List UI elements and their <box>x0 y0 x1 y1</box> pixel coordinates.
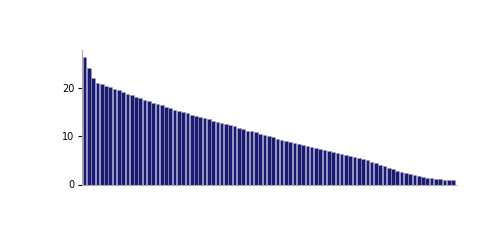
Bar <box>361 160 365 184</box>
Bar <box>190 115 193 184</box>
Bar <box>297 144 300 184</box>
Bar <box>293 143 296 184</box>
Bar <box>250 131 253 184</box>
Bar <box>211 121 215 184</box>
Bar <box>357 158 360 184</box>
Bar <box>383 166 386 184</box>
Bar <box>348 155 352 184</box>
Bar <box>224 124 228 184</box>
Bar <box>113 89 117 184</box>
Bar <box>391 169 395 184</box>
Bar <box>121 92 125 184</box>
Bar <box>151 103 155 184</box>
Bar <box>340 154 344 184</box>
Bar <box>434 179 438 184</box>
Bar <box>233 126 236 184</box>
Bar <box>91 79 95 184</box>
Bar <box>331 152 335 184</box>
Bar <box>276 139 279 184</box>
Bar <box>318 149 322 184</box>
Bar <box>194 116 198 184</box>
Bar <box>134 97 138 184</box>
Bar <box>143 100 146 184</box>
Bar <box>254 133 258 184</box>
Bar <box>173 110 176 184</box>
Bar <box>207 119 211 184</box>
Bar <box>87 68 91 184</box>
Bar <box>220 123 224 184</box>
Bar <box>400 172 403 184</box>
Bar <box>100 84 104 184</box>
Bar <box>327 151 331 184</box>
Bar <box>378 165 382 184</box>
Bar <box>365 160 369 184</box>
Bar <box>344 155 348 184</box>
Bar <box>160 106 164 184</box>
Bar <box>117 90 120 184</box>
Bar <box>83 57 86 184</box>
Bar <box>306 146 309 184</box>
Bar <box>168 108 172 184</box>
Bar <box>310 147 313 184</box>
Bar <box>126 94 129 184</box>
Bar <box>374 163 378 184</box>
Bar <box>241 129 245 184</box>
Bar <box>156 104 159 184</box>
Bar <box>147 101 151 184</box>
Bar <box>447 180 451 184</box>
Bar <box>138 98 142 184</box>
Bar <box>258 134 262 184</box>
Bar <box>336 153 339 184</box>
Bar <box>164 107 168 184</box>
Bar <box>228 125 232 184</box>
Bar <box>203 118 206 184</box>
Bar <box>181 112 185 184</box>
Bar <box>396 171 399 184</box>
Bar <box>438 179 442 184</box>
Bar <box>413 175 416 184</box>
Bar <box>314 148 318 184</box>
Bar <box>421 177 425 184</box>
Bar <box>451 180 455 184</box>
Bar <box>271 137 275 184</box>
Bar <box>263 135 266 184</box>
Bar <box>216 122 219 184</box>
Bar <box>237 128 240 184</box>
Bar <box>353 157 356 184</box>
Bar <box>177 111 180 184</box>
Bar <box>301 145 305 184</box>
Bar <box>246 130 249 184</box>
Bar <box>430 178 433 184</box>
Bar <box>443 180 446 184</box>
Bar <box>96 83 99 184</box>
Bar <box>417 176 420 184</box>
Bar <box>284 141 288 184</box>
Bar <box>267 136 271 184</box>
Bar <box>198 117 202 184</box>
Bar <box>288 142 292 184</box>
Bar <box>104 86 108 184</box>
Bar <box>186 113 189 184</box>
Bar <box>130 95 133 184</box>
Bar <box>280 140 284 184</box>
Bar <box>408 174 412 184</box>
Bar <box>370 162 373 184</box>
Bar <box>108 87 112 184</box>
Bar <box>425 178 429 184</box>
Bar <box>323 150 326 184</box>
Bar <box>404 173 408 184</box>
Bar <box>387 168 391 184</box>
